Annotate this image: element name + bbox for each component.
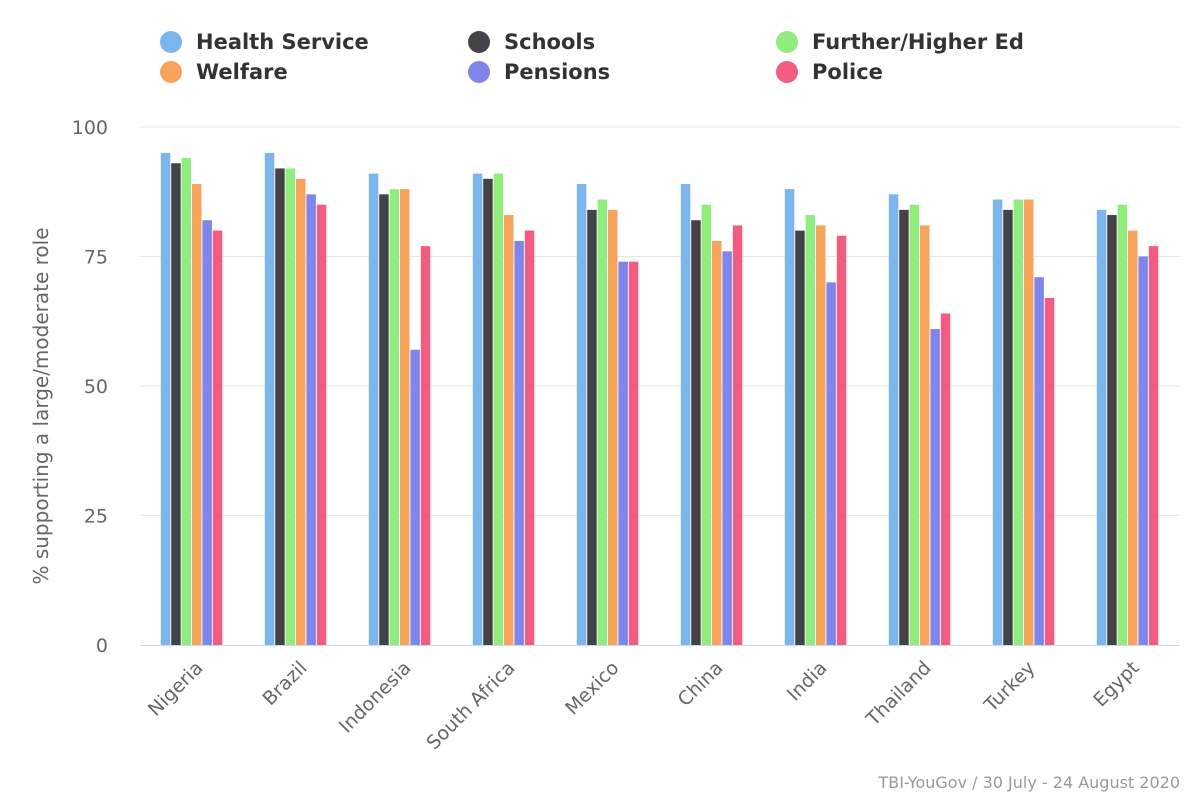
bar (680, 183, 691, 646)
bar (514, 240, 524, 645)
x-tick-label: India (783, 657, 832, 706)
x-tick-label: China (674, 657, 728, 711)
bar (389, 189, 400, 645)
bar (1117, 204, 1128, 645)
legend-label: Welfare (196, 60, 288, 84)
bar (202, 220, 212, 646)
y-tick-label: 50 (84, 376, 108, 398)
legend-item[interactable]: Schools (468, 30, 595, 54)
bar (316, 204, 327, 645)
legend-label: Further/Higher Ed (812, 30, 1024, 54)
bar (1034, 277, 1044, 645)
credit: TBI-YouGov / 30 July - 24 August 2020 (878, 773, 1180, 792)
bar (618, 261, 628, 645)
bar (795, 230, 805, 645)
bar (1024, 199, 1034, 645)
legend-item[interactable]: Welfare (160, 60, 288, 84)
bar (472, 173, 483, 645)
y-tick-label: 100 (72, 117, 108, 139)
bar (940, 313, 951, 645)
bar (816, 225, 826, 646)
bar (826, 282, 836, 645)
legend-label: Pensions (504, 60, 611, 84)
x-tick-label: Turkey (980, 657, 1040, 717)
bar (722, 251, 732, 645)
bar (504, 215, 514, 645)
bar (597, 199, 608, 645)
bar (483, 178, 493, 646)
bar (888, 194, 899, 645)
bar (212, 230, 223, 645)
bar (805, 215, 816, 645)
legend-label: Health Service (196, 30, 369, 54)
bar (296, 178, 306, 646)
x-tick-label: South Africa (422, 657, 519, 754)
bar (909, 204, 920, 645)
bar (410, 349, 420, 645)
bar (992, 199, 1003, 645)
bar (1138, 256, 1148, 645)
bar (420, 246, 431, 645)
bar (628, 261, 639, 645)
x-tick-label: Brazil (258, 657, 311, 710)
bar (899, 209, 909, 645)
legend-marker-icon (776, 31, 798, 53)
legend-marker-icon (468, 31, 490, 53)
x-tick-label: Thailand (862, 657, 936, 731)
bar (1148, 246, 1159, 645)
bar (732, 225, 743, 646)
bar (264, 152, 275, 645)
bar (192, 183, 202, 646)
legend-item[interactable]: Police (776, 60, 883, 84)
y-tick-label: 0 (96, 635, 108, 657)
bar (701, 204, 712, 645)
bar (930, 329, 940, 645)
x-tick-label: Indonesia (335, 657, 416, 738)
bar (400, 189, 410, 645)
bar (285, 168, 296, 645)
y-axis-title: % supporting a large/moderate role (29, 227, 53, 584)
bar (1003, 209, 1013, 645)
bar (836, 235, 847, 645)
bar (920, 225, 930, 646)
bar (784, 189, 795, 645)
legend-item[interactable]: Further/Higher Ed (776, 30, 1024, 54)
legend-marker-icon (160, 61, 182, 83)
bar (160, 152, 171, 645)
bar (368, 173, 379, 645)
legend-marker-icon (776, 61, 798, 83)
legend-marker-icon (160, 31, 182, 53)
legend-item[interactable]: Health Service (160, 30, 369, 54)
bar (712, 240, 722, 645)
x-tick-label: Egypt (1089, 657, 1143, 711)
bar (1044, 297, 1055, 645)
y-tick-label: 25 (84, 506, 108, 528)
bar (1013, 199, 1024, 645)
bar (171, 163, 181, 645)
legend-marker-icon (468, 61, 490, 83)
bar (181, 158, 192, 645)
bar (691, 220, 701, 646)
bar (524, 230, 535, 645)
x-tick-label: Nigeria (144, 657, 208, 721)
bar (1107, 215, 1117, 645)
bar (379, 194, 389, 645)
bar (608, 209, 618, 645)
legend-item[interactable]: Pensions (468, 60, 610, 84)
legend-label: Schools (504, 30, 596, 54)
bar (306, 194, 316, 645)
bar (587, 209, 597, 645)
y-tick-label: 75 (84, 247, 108, 269)
bar (493, 173, 504, 645)
x-tick-label: Mexico (561, 657, 623, 719)
bar (1096, 209, 1107, 645)
bar (1128, 230, 1138, 645)
bar (275, 168, 285, 645)
legend-label: Police (812, 60, 883, 84)
bar (576, 183, 587, 646)
